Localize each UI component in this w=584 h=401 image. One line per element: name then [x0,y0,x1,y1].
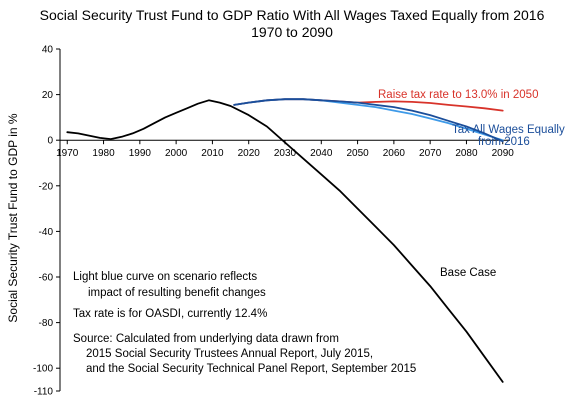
series-lines [66,98,504,383]
y-tick-label: -60 [39,273,54,284]
y-tick-label: -20 [39,181,54,192]
x-tick-label: 2070 [419,148,442,159]
x-tick-label: 2050 [346,148,369,159]
source-line2: 2015 Social Security Trustees Annual Rep… [86,348,373,360]
x-tick-label: 2040 [310,148,333,159]
note-light-blue-line2: impact of resulting benefit changes [88,287,266,299]
y-tick-label: -110 [34,387,54,398]
source-line1: Source: Calculated from underlying data … [73,333,339,345]
note-tax-rate: Tax rate is for OASDI, currently 12.4% [73,308,267,320]
source-line3: and the Social Security Technical Panel … [86,363,416,375]
x-tick-label: 1990 [129,148,152,159]
tax-all-wages-series-label-line2: from 2016 [478,136,530,148]
x-tick-label: 2060 [383,148,406,159]
y-tick-label: -100 [33,364,53,375]
y-tick-label: 40 [42,45,54,56]
y-tick-label: 20 [42,90,54,101]
tax-all-wages-series-label-line1: Tax All Wages Equally [452,124,565,136]
x-tick-label: 1980 [92,148,115,159]
base-case-series-label: Base Case [440,267,496,279]
chart-subtitle: 1970 to 2090 [251,24,333,40]
x-tick-label: 2010 [201,148,224,159]
x-tick-label: 2080 [455,148,478,159]
x-tick-label: 2090 [492,148,515,159]
series-line-0 [66,99,504,383]
chart-title: Social Security Trust Fund to GDP Ratio … [40,7,545,23]
y-axis-label: Social Security Trust Fund to GDP in % [6,113,20,323]
x-tick-label: 1970 [56,148,79,159]
y-tick-label: 0 [47,136,53,147]
raise-tax-series-label: Raise tax rate to 13.0% in 2050 [378,89,538,101]
note-light-blue-line1: Light blue curve on scenario reflects [73,271,257,283]
x-tick-label: 2020 [238,148,261,159]
x-tick-label: 2030 [274,148,297,159]
y-tick-label: -40 [39,227,54,238]
series-line-2 [233,98,504,143]
x-tick-label: 2000 [165,148,188,159]
y-tick-label: -80 [39,318,54,329]
